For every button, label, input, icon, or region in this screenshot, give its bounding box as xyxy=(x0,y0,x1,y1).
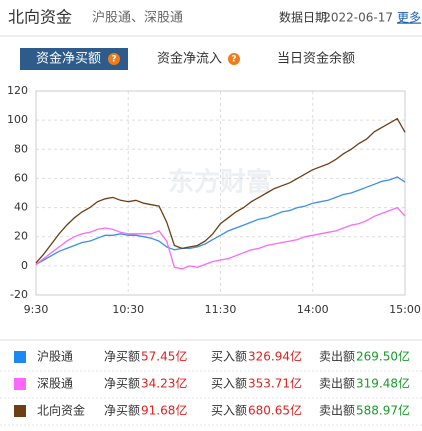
series-line xyxy=(35,117,406,264)
buy-value: 680.65亿 xyxy=(248,403,302,418)
x-tick-label: 9:30 xyxy=(24,303,49,316)
y-tick-label: 100 xyxy=(7,113,28,126)
x-tick-label: 15:00 xyxy=(389,303,421,316)
sell-label: 卖出额 xyxy=(319,404,355,418)
series-line xyxy=(35,176,406,265)
y-tick-label: 60 xyxy=(14,171,28,184)
date-label: 数据日期: xyxy=(279,10,331,25)
x-tick-label: 11:30 xyxy=(205,303,237,316)
y-tick-label: -20 xyxy=(10,288,28,301)
help-icon[interactable] xyxy=(108,53,120,65)
buy-value: 326.94亿 xyxy=(248,349,302,364)
subtitle: 沪股通、深股通 xyxy=(92,10,183,26)
more-link[interactable]: 更多 xyxy=(397,11,421,25)
net-value: 57.45亿 xyxy=(141,349,187,364)
sell-label: 卖出额 xyxy=(319,377,355,391)
date: 2022-06-17 xyxy=(323,11,393,25)
legend-swatch[interactable] xyxy=(14,405,26,417)
net-value: 91.68亿 xyxy=(141,403,187,418)
legend-name[interactable]: 北向资金 xyxy=(37,403,85,418)
legend-swatch[interactable] xyxy=(14,351,26,363)
sell-value: 319.48亿 xyxy=(356,376,410,391)
help-icon[interactable] xyxy=(228,53,240,65)
help-mark: ? xyxy=(231,55,236,65)
y-tick-label: 80 xyxy=(14,142,28,155)
tab-label[interactable]: 当日资金余额 xyxy=(277,51,355,67)
x-tick-label: 14:00 xyxy=(297,303,329,316)
y-tick-label: 40 xyxy=(14,201,28,214)
x-tick-label: 10:30 xyxy=(112,303,144,316)
buy-label: 买入额 xyxy=(211,377,247,391)
sell-label: 卖出额 xyxy=(319,350,355,364)
series-line xyxy=(35,206,406,270)
tab-label[interactable]: 资金净流入 xyxy=(157,51,222,67)
legend-name[interactable]: 深股通 xyxy=(37,377,73,391)
buy-label: 买入额 xyxy=(211,404,247,418)
y-tick-label: 20 xyxy=(14,230,28,243)
net-label: 净买额 xyxy=(104,404,140,418)
y-tick-label: 120 xyxy=(7,84,28,97)
sell-value: 269.50亿 xyxy=(356,349,410,364)
buy-label: 买入额 xyxy=(211,350,247,364)
title: 北向资金 xyxy=(8,8,72,27)
buy-value: 353.71亿 xyxy=(248,376,302,391)
net-value: 34.23亿 xyxy=(141,376,187,391)
net-label: 净买额 xyxy=(104,350,140,364)
y-tick-label: 0 xyxy=(21,259,28,272)
net-label: 净买额 xyxy=(104,377,140,391)
sell-value: 588.97亿 xyxy=(356,403,410,418)
active-tab[interactable] xyxy=(20,48,128,70)
legend-swatch[interactable] xyxy=(14,378,26,390)
help-mark: ? xyxy=(111,55,116,65)
plot-border xyxy=(35,90,406,296)
tab-label[interactable]: 资金净买额 xyxy=(36,51,101,67)
legend-name[interactable]: 沪股通 xyxy=(37,350,73,364)
